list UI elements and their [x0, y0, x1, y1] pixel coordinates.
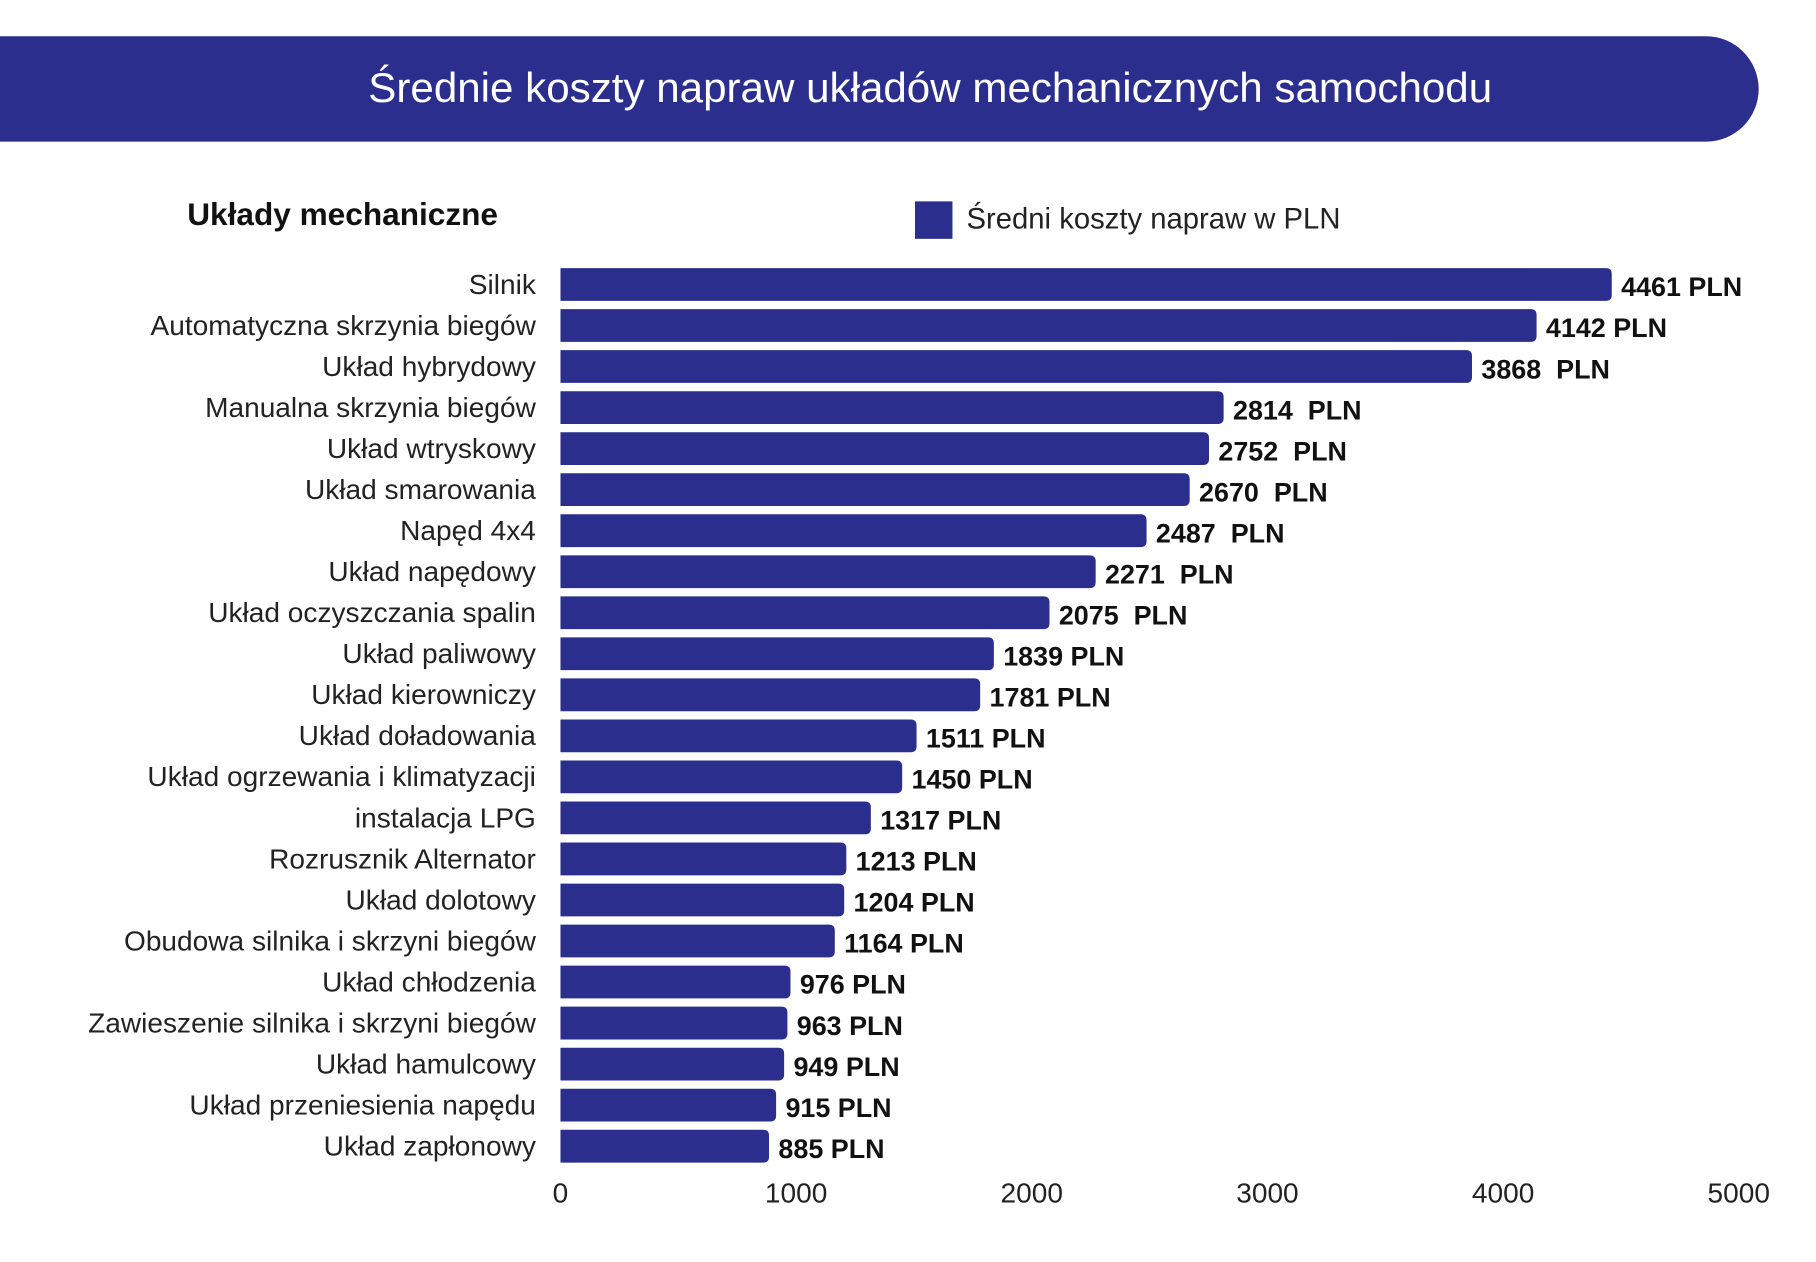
- data-label: 2271 PLN: [1105, 559, 1234, 589]
- x-tick-label: 5000: [1708, 1177, 1770, 1208]
- legend-swatch: [915, 201, 953, 239]
- data-label: 3868 PLN: [1481, 354, 1610, 384]
- x-tick-label: 3000: [1236, 1177, 1298, 1208]
- bar: [560, 883, 845, 917]
- bar: [560, 514, 1147, 548]
- data-label: 949 PLN: [793, 1052, 899, 1082]
- data-label: 1317 PLN: [880, 806, 1001, 836]
- data-label: 4461 PLN: [1621, 272, 1742, 302]
- bar: [560, 801, 871, 835]
- category-label: Układ doładowania: [299, 720, 537, 751]
- bar: [560, 1088, 777, 1122]
- category-label: Silnik: [469, 269, 537, 300]
- x-tick-label: 4000: [1472, 1177, 1534, 1208]
- bar: [560, 596, 1050, 630]
- data-label: 2670 PLN: [1199, 477, 1328, 507]
- data-label: 1204 PLN: [854, 888, 975, 918]
- data-label: 1839 PLN: [1003, 641, 1124, 671]
- category-label: Układ zapłonowy: [324, 1131, 536, 1162]
- data-label: 915 PLN: [785, 1093, 891, 1123]
- bar: [560, 309, 1537, 342]
- bar: [560, 1006, 788, 1040]
- x-tick-label: 1000: [765, 1177, 827, 1208]
- data-label: 963 PLN: [797, 1011, 903, 1041]
- bar: [560, 924, 835, 958]
- bar: [560, 268, 1612, 301]
- data-label: 885 PLN: [778, 1134, 884, 1164]
- bar: [560, 678, 981, 712]
- data-label: 1781 PLN: [990, 683, 1111, 713]
- category-label: Układ chłodzenia: [322, 966, 536, 997]
- bar: [560, 719, 917, 753]
- x-tick-label: 2000: [1001, 1177, 1063, 1208]
- data-label: 1511 PLN: [926, 724, 1046, 754]
- bar: [560, 1047, 785, 1081]
- data-label: 2752 PLN: [1218, 436, 1347, 466]
- category-label: Układ paliwowy: [342, 638, 535, 669]
- bar: [560, 391, 1224, 424]
- category-label: Zawieszenie silnika i skrzyni biegów: [88, 1007, 536, 1038]
- data-label: 2487 PLN: [1156, 518, 1285, 548]
- category-axis-title: Układy mechaniczne: [187, 196, 499, 232]
- category-label: Układ wtryskowy: [327, 433, 536, 464]
- bar: [560, 432, 1210, 466]
- data-label: 1213 PLN: [856, 847, 977, 877]
- category-label: Układ kierowniczy: [311, 679, 536, 710]
- category-label: Układ przeniesienia napędu: [189, 1089, 535, 1120]
- data-label: 976 PLN: [800, 970, 906, 1000]
- category-label: Układ oczyszczania spalin: [208, 597, 536, 628]
- category-label: Automatyczna skrzynia biegów: [151, 310, 537, 341]
- data-label: 4142 PLN: [1546, 313, 1667, 343]
- data-label: 2814 PLN: [1233, 395, 1362, 425]
- category-label: Układ hamulcowy: [316, 1048, 536, 1079]
- bar: [560, 1129, 770, 1163]
- title-banner: [0, 36, 1759, 142]
- bar: [560, 350, 1473, 383]
- data-label: 1164 PLN: [844, 929, 964, 959]
- bar: [560, 965, 791, 999]
- category-label: Układ napędowy: [328, 556, 536, 587]
- bar: [560, 555, 1096, 589]
- bar: [560, 637, 994, 671]
- bar: [560, 760, 903, 794]
- category-label: Obudowa silnika i skrzyni biegów: [124, 925, 537, 956]
- data-label: 1450 PLN: [912, 765, 1033, 795]
- category-label: Układ hybrydowy: [322, 351, 536, 382]
- category-label: instalacja LPG: [355, 802, 536, 833]
- x-tick-label: 0: [553, 1177, 569, 1208]
- category-label: Układ smarowania: [305, 474, 536, 505]
- bar: [560, 842, 847, 876]
- legend-label: Średni koszty napraw w PLN: [966, 202, 1341, 236]
- category-label: Układ dolotowy: [346, 884, 536, 915]
- data-label: 2075 PLN: [1059, 600, 1188, 630]
- category-label: Układ ogrzewania i klimatyzacji: [147, 761, 535, 792]
- bar: [560, 473, 1190, 507]
- category-label: Manualna skrzynia biegów: [205, 392, 537, 423]
- category-label: Rozrusznik Alternator: [269, 843, 536, 874]
- category-label: Napęd 4x4: [400, 515, 536, 546]
- chart-title: Średnie koszty napraw układów mechaniczn…: [368, 63, 1493, 112]
